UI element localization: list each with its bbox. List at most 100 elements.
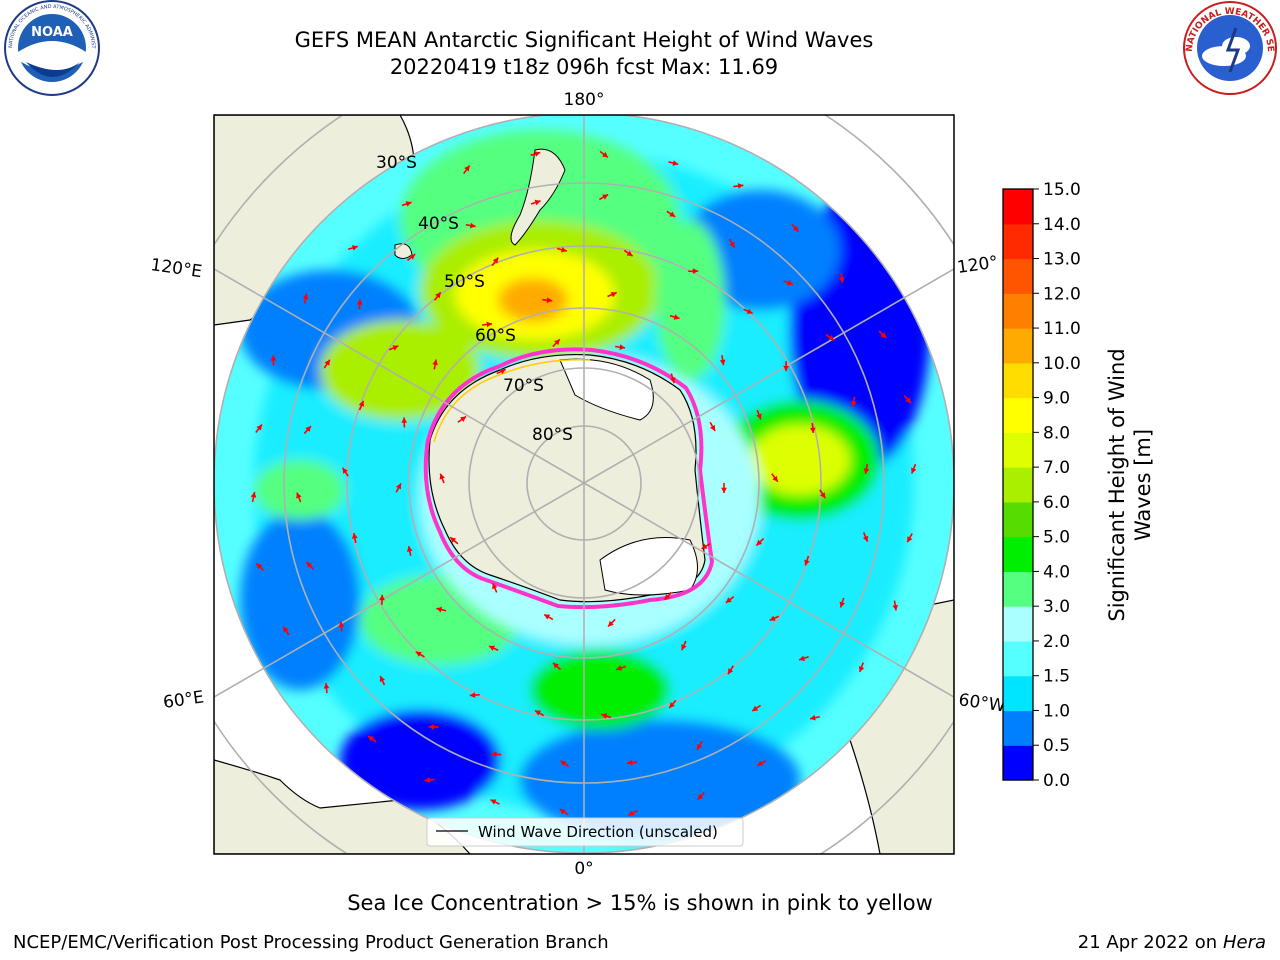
sea-ice-edge-pink xyxy=(423,347,715,610)
wave-arrow-head xyxy=(602,151,608,158)
wave-arrow-head xyxy=(769,615,776,621)
colorbar-band xyxy=(1003,258,1033,294)
wave-arrow-head xyxy=(450,537,457,543)
sea-ice-note: Sea Ice Concentration > 15% is shown in … xyxy=(347,891,933,915)
noaa-text: NOAA xyxy=(31,25,73,40)
wave-arrow-head xyxy=(351,245,358,251)
wave-arrow-head xyxy=(757,760,764,766)
wave-arrow-head xyxy=(392,345,399,351)
wave-arrow-head xyxy=(552,662,559,669)
wave-arrow-head xyxy=(692,268,699,275)
wave-arrow-head xyxy=(492,583,498,590)
ice-shelf-weddell xyxy=(599,537,698,596)
wave-arrow-head xyxy=(401,417,408,423)
wave-arrow-head xyxy=(356,299,363,305)
colorbar-tick-label: 2.0 xyxy=(1043,632,1070,652)
colorbar-label-line2: Waves [m] xyxy=(1131,429,1155,541)
chart-title: GEFS MEAN Antarctic Significant Height o… xyxy=(294,28,874,52)
machine-name: Hera xyxy=(1222,932,1266,953)
wave-arrow-head xyxy=(486,321,493,328)
wave-arrow-head xyxy=(256,424,262,431)
colorbar-band xyxy=(1003,467,1033,503)
map-frame xyxy=(213,114,955,855)
wave-arrow-head xyxy=(379,676,386,682)
lat-label-60s: 60°S xyxy=(475,326,516,346)
wave-arrow-head xyxy=(727,668,734,675)
wave-arrow-head xyxy=(804,559,810,566)
wave-arrow-head xyxy=(368,735,375,742)
wave-arrow-head xyxy=(619,344,626,350)
lat-label-80s: 80°S xyxy=(532,425,573,445)
colorbar-band xyxy=(1003,328,1033,364)
colorbar-band xyxy=(1003,293,1033,329)
colorbar-tick-label: 8.0 xyxy=(1043,423,1070,443)
wave-arrow-head xyxy=(792,225,799,232)
wave-arrow-head xyxy=(911,467,917,474)
wave-arrow-head xyxy=(756,413,762,420)
colorbar-band xyxy=(1003,710,1033,746)
wave-arrow-head xyxy=(850,400,857,407)
wave-arrow-head xyxy=(697,743,703,750)
wave-arrow-head xyxy=(697,793,704,800)
wave-arrow-head xyxy=(729,241,735,248)
colorbar: 0.0 0.5 1.0 1.5 2.0 3.0 4.0 5.0 6.0 7.0 8.0 9.0 10.0… xyxy=(1002,180,1155,791)
colorbar-band xyxy=(1003,189,1033,225)
colorbar-tick-label: 10.0 xyxy=(1043,354,1081,374)
wave-arrow-head xyxy=(544,614,551,620)
lon-label-0: 0° xyxy=(574,859,593,879)
colorbar-band xyxy=(1003,223,1033,260)
wave-arrow-head xyxy=(342,467,348,474)
lon-label-120w: 120° xyxy=(956,252,999,278)
wave-arrow-head xyxy=(559,809,566,815)
lon-label-180: 180° xyxy=(564,90,605,110)
colorbar-tick-label: 7.0 xyxy=(1043,458,1070,478)
wave-arrow-head xyxy=(358,400,365,407)
wave-arrow-head xyxy=(669,211,676,217)
colorbar-tick-label: 0.5 xyxy=(1043,736,1070,756)
wave-arrow-head xyxy=(534,151,541,157)
colorbar-band xyxy=(1003,571,1033,607)
wave-arrow-head xyxy=(379,594,385,601)
wave-arrow-head xyxy=(892,604,899,611)
wave-arrow-head xyxy=(464,165,470,172)
chart-subtitle: 20220419 t18z 096h fcst Max: 11.69 xyxy=(389,55,779,79)
colorbar-band xyxy=(1003,397,1033,433)
wave-arrow-head xyxy=(799,655,806,661)
colorbar-tick-label: 12.0 xyxy=(1043,284,1081,304)
wave-arrow-head xyxy=(470,222,476,229)
wave-arrow-head xyxy=(323,683,330,689)
wave-arrow-head xyxy=(492,257,499,264)
lat-label-50s: 50°S xyxy=(444,272,485,292)
wave-arrow-head xyxy=(839,601,846,608)
wave-arrow-head xyxy=(405,201,412,207)
wave-arrow-head xyxy=(838,277,845,283)
wave-arrow-head xyxy=(719,359,726,366)
wave-arrow-head xyxy=(324,359,330,366)
colorbar-tick-label: 11.0 xyxy=(1043,319,1081,339)
colorbar-label-line1: Significant Height of Wind xyxy=(1105,348,1129,621)
wave-arrow-head xyxy=(306,562,313,568)
wave-arrow-head xyxy=(786,279,793,286)
lon-label-120e: 120°E xyxy=(149,255,203,282)
wave-arrow-head xyxy=(858,666,865,672)
wave-arrow-head xyxy=(721,487,727,493)
colorbar-band xyxy=(1003,606,1033,642)
wind-wave-arrows xyxy=(250,150,917,817)
wave-arrow-head xyxy=(626,250,633,257)
wave-arrow-head xyxy=(616,665,623,671)
colorbar-band xyxy=(1003,536,1033,573)
map-plot-area xyxy=(214,115,954,854)
wave-arrow-head xyxy=(709,424,716,431)
wave-arrow-head xyxy=(672,160,679,166)
wave-arrow-head xyxy=(460,416,467,422)
colorbar-tick-label: 9.0 xyxy=(1043,389,1070,409)
wave-arrow-head xyxy=(681,644,687,651)
wave-arrow-head xyxy=(560,760,567,767)
colorbar-bands xyxy=(1003,189,1033,781)
wave-arrow-head xyxy=(752,705,759,711)
colorbar-tick-label: 14.0 xyxy=(1043,215,1081,235)
colorbar-tick-label: 5.0 xyxy=(1043,528,1070,548)
wave-arrow-head xyxy=(435,292,441,299)
noaa-logo: NOAA NATIONAL OCEANIC AND ATMOSPHERIC AD… xyxy=(0,0,100,96)
